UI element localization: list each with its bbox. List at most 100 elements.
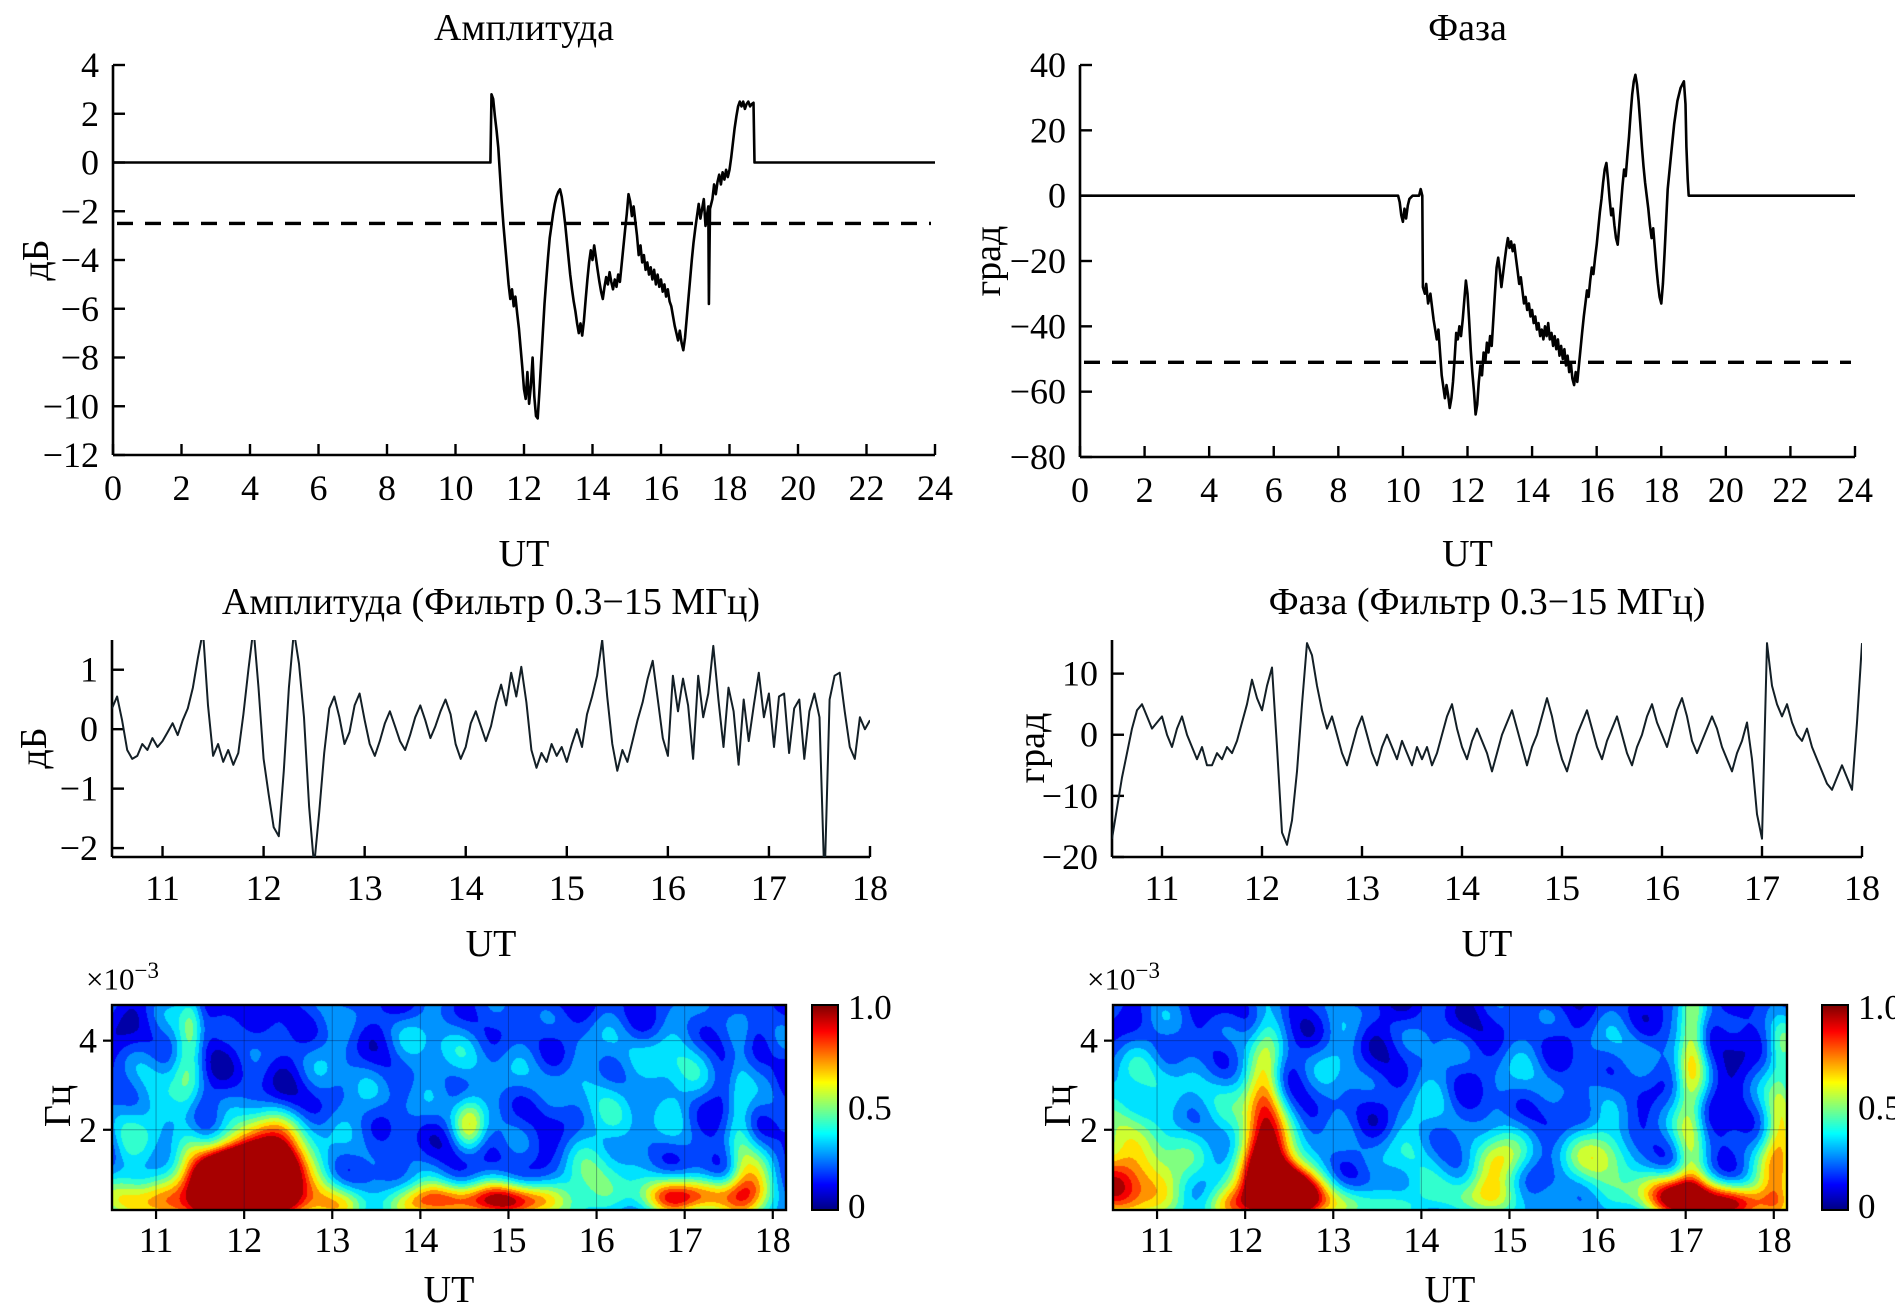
x-tick-label: 11 (1140, 1220, 1175, 1260)
x-tick-label: 22 (1772, 470, 1808, 510)
x-tick-label: 15 (490, 1220, 526, 1260)
scale-exponent: −3 (1135, 958, 1160, 983)
y-tick-label: 2 (79, 1110, 97, 1150)
x-tick-label: 22 (849, 468, 885, 508)
x-tick-label: 16 (1580, 1220, 1616, 1260)
x-tick-label: 10 (438, 468, 474, 508)
x-tick-label: 16 (1644, 868, 1680, 908)
x-tick-label: 0 (104, 468, 122, 508)
amplitude-raw-curve (113, 93, 935, 420)
x-tick-label: 20 (780, 468, 816, 508)
x-tick-label: 10 (1385, 470, 1421, 510)
colorbar-tick-label: 0 (848, 1187, 866, 1226)
x-tick-label: 15 (1491, 1220, 1527, 1260)
y-tick-label: 1 (80, 650, 98, 690)
x-tick-label: 2 (173, 468, 191, 508)
y-tick-label: −10 (1042, 776, 1098, 816)
x-tick-label: 18 (852, 868, 888, 908)
x-tick-label: 16 (579, 1220, 615, 1260)
scale-label-left: ×10−3 (86, 958, 159, 997)
x-tick-label: 14 (1514, 470, 1550, 510)
x-tick-label: 14 (448, 868, 484, 908)
y-tick-label: 0 (80, 709, 98, 749)
y-tick-label: 4 (81, 45, 99, 85)
scale-label-right: ×10−3 (1087, 958, 1160, 997)
x-tick-label: 0 (1071, 470, 1089, 510)
y-tick-label: 0 (1080, 715, 1098, 755)
x-tick-label: 13 (1315, 1220, 1351, 1260)
panel-title-amplitude-raw: Амплитуда (433, 7, 615, 49)
x-tick-label: 8 (1329, 470, 1347, 510)
colorbar-tick-label: 1.0 (1858, 988, 1895, 1027)
x-tick-label: 13 (314, 1220, 350, 1260)
scale-exponent: −3 (134, 958, 159, 983)
x-tick-label: 12 (1244, 868, 1280, 908)
y-tick-label: 2 (1080, 1110, 1098, 1150)
phase-filtered-curve (1112, 642, 1862, 846)
x-tick-label: 17 (667, 1220, 703, 1260)
x-tick-label: 24 (1837, 470, 1873, 510)
x-axis-label-ut-2: UT (1442, 533, 1493, 575)
y-tick-label: −4 (61, 240, 99, 280)
amplitude-filtered-curve (112, 640, 870, 857)
y-tick-label: −6 (61, 289, 99, 329)
x-tick-label: 11 (139, 1220, 174, 1260)
x-tick-label: 14 (402, 1220, 438, 1260)
y-tick-label: −60 (1010, 372, 1066, 412)
x-axis-label-ut-4: UT (1461, 923, 1513, 965)
x-tick-label: 12 (246, 868, 282, 908)
x-tick-label: 15 (549, 868, 585, 908)
x-tick-label: 12 (1450, 470, 1486, 510)
phase-wavelet-panel: 11 12 13 14 15 16 17 18 2 4 1.0 0.5 0 (1080, 988, 1895, 1260)
x-tick-label: 12 (1227, 1220, 1263, 1260)
y-tick-label: −80 (1010, 437, 1066, 477)
amplitude-wavelet-colorbar (812, 1005, 838, 1210)
x-tick-label: 12 (506, 468, 542, 508)
y-tick-label: −2 (60, 828, 98, 868)
x-axis-label-ut-3: UT (465, 923, 517, 965)
y-tick-label: −40 (1010, 306, 1066, 346)
y-tick-label: −12 (43, 435, 99, 475)
x-tick-label: 12 (226, 1220, 262, 1260)
scale-mantissa: ×10 (86, 961, 135, 997)
x-tick-label: 17 (1668, 1220, 1704, 1260)
x-tick-label: 16 (650, 868, 686, 908)
panel-title-phase-filtered: Фаза (Фильтр 0.3−15 МГц) (1268, 581, 1706, 623)
x-tick-label: 4 (1200, 470, 1218, 510)
x-tick-label: 15 (1544, 868, 1580, 908)
x-axis-label-ut-5: UT (423, 1269, 475, 1311)
x-tick-label: 17 (1744, 868, 1780, 908)
x-tick-label: 18 (1756, 1220, 1792, 1260)
y-tick-label: 0 (1048, 176, 1066, 216)
x-tick-label: 18 (755, 1220, 791, 1260)
colorbar-tick-label: 0.5 (848, 1089, 892, 1128)
x-axis-label-ut-1: UT (498, 533, 550, 575)
y-tick-label: −1 (60, 769, 98, 809)
y-tick-label: −20 (1010, 241, 1066, 281)
x-tick-label: 14 (1444, 868, 1480, 908)
x-tick-label: 11 (145, 868, 180, 908)
panel-title-amplitude-filtered: Амплитуда (Фильтр 0.3−15 МГц) (221, 581, 761, 623)
y-tick-label: −8 (61, 338, 99, 378)
x-tick-label: 16 (643, 468, 679, 508)
x-tick-label: 14 (1403, 1220, 1439, 1260)
phase-filtered-panel: 11 12 13 14 15 16 17 18 10 0 −10 −20 (1042, 640, 1880, 908)
phase-raw-curve (1080, 73, 1855, 416)
x-tick-label: 18 (1844, 868, 1880, 908)
y-tick-label: 40 (1030, 45, 1066, 85)
y-tick-label: −10 (43, 386, 99, 426)
scale-mantissa: ×10 (1087, 961, 1136, 997)
amplitude-wavelet-heatmap (112, 1005, 786, 1210)
y-tick-label: −2 (61, 191, 99, 231)
y-tick-label: 0 (81, 143, 99, 183)
y-tick-label: −20 (1042, 837, 1098, 877)
x-tick-label: 2 (1136, 470, 1154, 510)
phase-wavelet-colorbar (1822, 1005, 1848, 1210)
x-tick-label: 13 (1344, 868, 1380, 908)
panel-title-phase-raw: Фаза (1428, 7, 1507, 49)
x-tick-label: 18 (712, 468, 748, 508)
plot-frame (110, 1003, 788, 1212)
